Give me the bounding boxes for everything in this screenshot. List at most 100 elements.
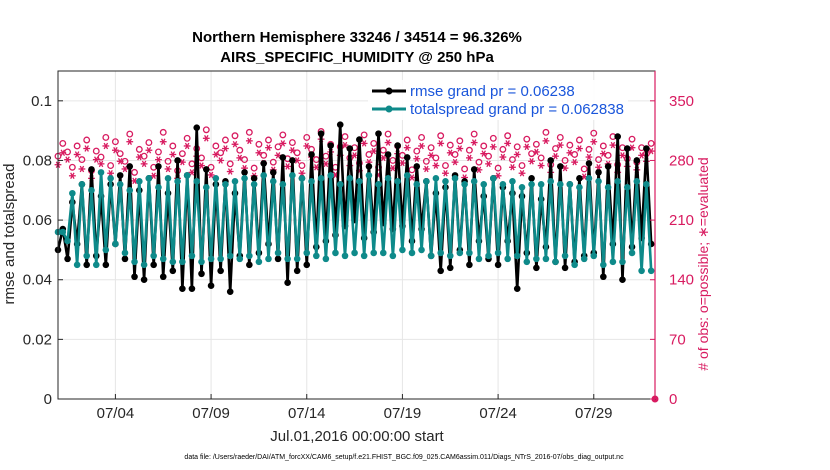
totalspread-point bbox=[600, 261, 607, 269]
legend-rmse-label: rmse grand pr = 0.06238 bbox=[410, 83, 575, 100]
obs-evaluated-stroke bbox=[601, 150, 606, 157]
obs-possible-marker bbox=[432, 154, 440, 162]
obs-evaluated-stroke bbox=[84, 145, 89, 152]
rmse-point bbox=[188, 285, 196, 292]
totalspread-point bbox=[389, 252, 397, 260]
rmse-point bbox=[303, 261, 311, 269]
obs-evaluated-stroke bbox=[514, 151, 520, 158]
totalspread-point bbox=[136, 178, 143, 185]
rmse-point bbox=[614, 133, 621, 140]
obs-evaluated-stroke bbox=[385, 139, 391, 146]
totalspread-point bbox=[365, 172, 373, 179]
obs-evaluated-marker bbox=[150, 172, 158, 180]
obs-possible-marker bbox=[528, 150, 536, 158]
totalspread-point bbox=[260, 172, 267, 179]
obs-evaluated-marker bbox=[68, 172, 76, 180]
obs-evaluated-stroke bbox=[424, 165, 429, 173]
obs-possible-marker bbox=[250, 164, 258, 172]
totalspread-point bbox=[561, 252, 569, 260]
obs-evaluated-marker bbox=[351, 152, 358, 159]
totalspread-point bbox=[595, 178, 602, 185]
totalspread-point bbox=[571, 261, 578, 269]
totalspread-point bbox=[131, 258, 138, 266]
totalspread-point bbox=[346, 175, 354, 182]
y2-tick-label: 350 bbox=[669, 93, 694, 110]
obs-evaluated-stroke bbox=[266, 144, 271, 151]
obs-possible-marker bbox=[384, 130, 392, 138]
obs-possible-marker bbox=[212, 142, 220, 150]
totalspread-point bbox=[102, 246, 110, 254]
obs-evaluated-stroke bbox=[467, 154, 472, 162]
totalspread-point bbox=[513, 252, 521, 260]
totalspread-point bbox=[499, 181, 507, 188]
obs-evaluated-stroke bbox=[290, 146, 295, 154]
legend: rmse grand pr = 0.06238 totalspread gran… bbox=[368, 80, 628, 120]
totalspread-point bbox=[490, 175, 497, 182]
obs-evaluated-stroke bbox=[213, 151, 219, 158]
x-axis-label: Jul.01,2016 00:00:00 start bbox=[270, 428, 444, 445]
obs-evaluated-stroke bbox=[141, 160, 147, 168]
rmse-point bbox=[269, 169, 277, 176]
totalspread-point bbox=[336, 181, 344, 188]
obs-evaluated-stroke bbox=[567, 149, 573, 157]
obs-evaluated-stroke bbox=[218, 157, 223, 164]
y2-tick-label: 0 bbox=[669, 391, 677, 408]
obs-evaluated-marker bbox=[255, 149, 263, 157]
totalspread-point bbox=[542, 255, 550, 263]
obs-evaluated-stroke bbox=[433, 162, 439, 169]
rmse-point bbox=[246, 261, 253, 269]
x-tick-label: 07/09 bbox=[192, 405, 230, 422]
totalspread-point bbox=[308, 178, 315, 185]
chart-subtitle: AIRS_SPECIFIC_HUMIDITY @ 250 hPa bbox=[220, 49, 494, 66]
obs-evaluated-stroke bbox=[65, 156, 70, 163]
obs-possible-marker bbox=[202, 126, 210, 134]
obs-evaluated-stroke bbox=[352, 152, 357, 159]
obs-evaluated-marker bbox=[284, 163, 292, 170]
totalspread-point bbox=[207, 255, 215, 263]
obs-possible-marker bbox=[523, 135, 531, 143]
rmse-point bbox=[394, 142, 401, 149]
obs-possible-marker bbox=[183, 134, 191, 142]
obs-possible-marker bbox=[552, 145, 559, 152]
obs-evaluated-marker bbox=[341, 141, 349, 149]
rmse-point bbox=[289, 157, 296, 164]
obs-possible-marker bbox=[518, 162, 526, 170]
obs-evaluated-stroke bbox=[314, 164, 319, 171]
rmse-point bbox=[375, 130, 382, 137]
obs-evaluated-stroke bbox=[103, 142, 109, 150]
rmse-point bbox=[346, 145, 354, 152]
totalspread-point bbox=[537, 181, 545, 188]
totalspread-point bbox=[423, 178, 430, 185]
obs-possible-marker bbox=[604, 151, 612, 159]
obs-evaluated-marker bbox=[360, 140, 368, 147]
obs-possible-marker bbox=[102, 134, 110, 141]
obs-evaluated-marker bbox=[518, 169, 526, 177]
totalspread-point bbox=[241, 175, 248, 182]
totalspread-point bbox=[461, 181, 468, 188]
obs-evaluated-stroke bbox=[572, 158, 577, 166]
rmse-point bbox=[533, 264, 540, 272]
rmse-point bbox=[202, 166, 210, 173]
rmse-point bbox=[623, 145, 631, 152]
obs-possible-marker bbox=[365, 151, 373, 158]
obs-evaluated-stroke bbox=[500, 153, 506, 161]
obs-possible-marker bbox=[131, 168, 138, 176]
legend-spread-label: totalspread grand pr = 0.062838 bbox=[410, 101, 624, 118]
totalspread-point bbox=[399, 246, 406, 254]
obs-possible-marker bbox=[556, 134, 564, 141]
totalspread-point bbox=[126, 186, 134, 194]
obs-evaluated-stroke bbox=[524, 143, 530, 151]
x-tick-label: 07/24 bbox=[479, 405, 517, 422]
obs-possible-marker bbox=[504, 132, 512, 140]
obs-evaluated-marker bbox=[245, 137, 253, 145]
obs-evaluated-stroke bbox=[146, 146, 152, 154]
rmse-point bbox=[365, 163, 373, 170]
totalspread-point bbox=[107, 175, 114, 182]
obs-possible-marker bbox=[489, 134, 497, 142]
obs-evaluated-marker bbox=[231, 140, 239, 148]
obs-possible-marker bbox=[647, 139, 655, 147]
totalspread-point bbox=[470, 178, 478, 185]
rmse-point bbox=[159, 273, 167, 281]
obs-evaluated-marker bbox=[595, 164, 602, 171]
rmse-point bbox=[174, 157, 181, 164]
